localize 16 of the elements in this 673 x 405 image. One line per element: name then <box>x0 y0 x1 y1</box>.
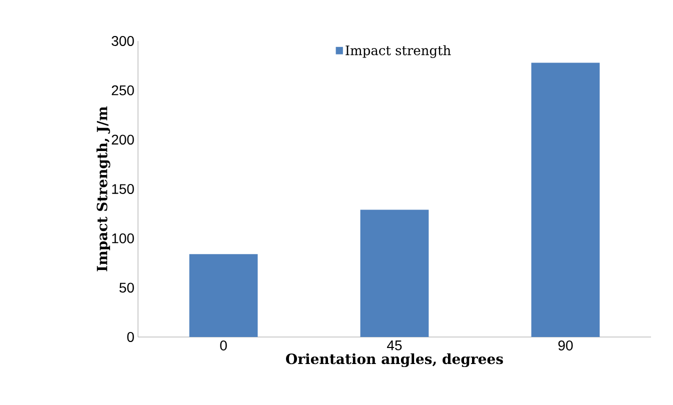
bar <box>531 62 600 338</box>
x-tick-label: 45 <box>387 340 402 350</box>
y-tick-label: 150 <box>112 184 134 194</box>
y-axis-title: Impact Strength, J/m <box>96 106 110 272</box>
x-tick-label: 90 <box>558 340 573 350</box>
bar <box>360 210 429 338</box>
y-tick-label: 250 <box>112 85 134 96</box>
legend-label: Impact strength <box>346 45 451 58</box>
x-axis-title: Orientation angles, degrees <box>286 353 503 368</box>
y-tick-label: 200 <box>112 134 134 145</box>
y-tick-label: 50 <box>119 282 134 293</box>
bar <box>189 254 258 338</box>
y-tick-label: 0 <box>127 332 134 342</box>
x-tick-label: 0 <box>220 340 227 350</box>
y-tick-label: 300 <box>112 36 134 46</box>
y-tick-label: 100 <box>112 233 134 244</box>
